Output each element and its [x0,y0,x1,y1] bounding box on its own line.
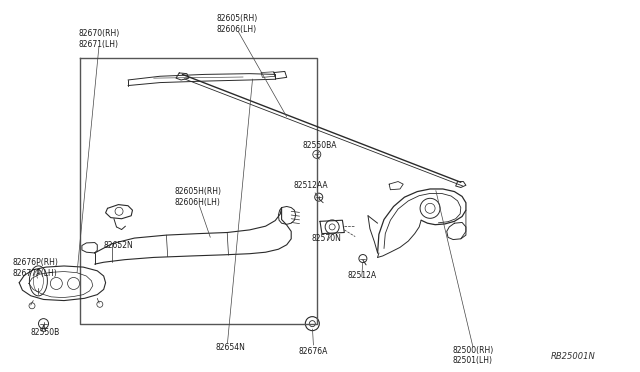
Text: 82652N: 82652N [104,241,133,250]
Text: 82654N: 82654N [216,343,245,352]
Text: 82512AA: 82512AA [293,182,328,190]
Text: 82570N: 82570N [312,234,341,243]
Text: RB25001N: RB25001N [550,352,595,361]
Text: 82512A: 82512A [347,271,376,280]
Text: 82676A: 82676A [299,347,328,356]
Text: 82550B: 82550B [30,328,60,337]
Text: 82670(RH)
82671(LH): 82670(RH) 82671(LH) [79,29,120,49]
Text: 82605(RH)
82606(LH): 82605(RH) 82606(LH) [216,15,257,34]
Text: 82500(RH)
82501(LH): 82500(RH) 82501(LH) [453,346,494,365]
Text: 82605H(RH)
82606H(LH): 82605H(RH) 82606H(LH) [175,187,222,207]
Text: 82550BA: 82550BA [303,141,337,150]
Text: 82676P(RH)
82677P(LH): 82676P(RH) 82677P(LH) [12,258,58,278]
